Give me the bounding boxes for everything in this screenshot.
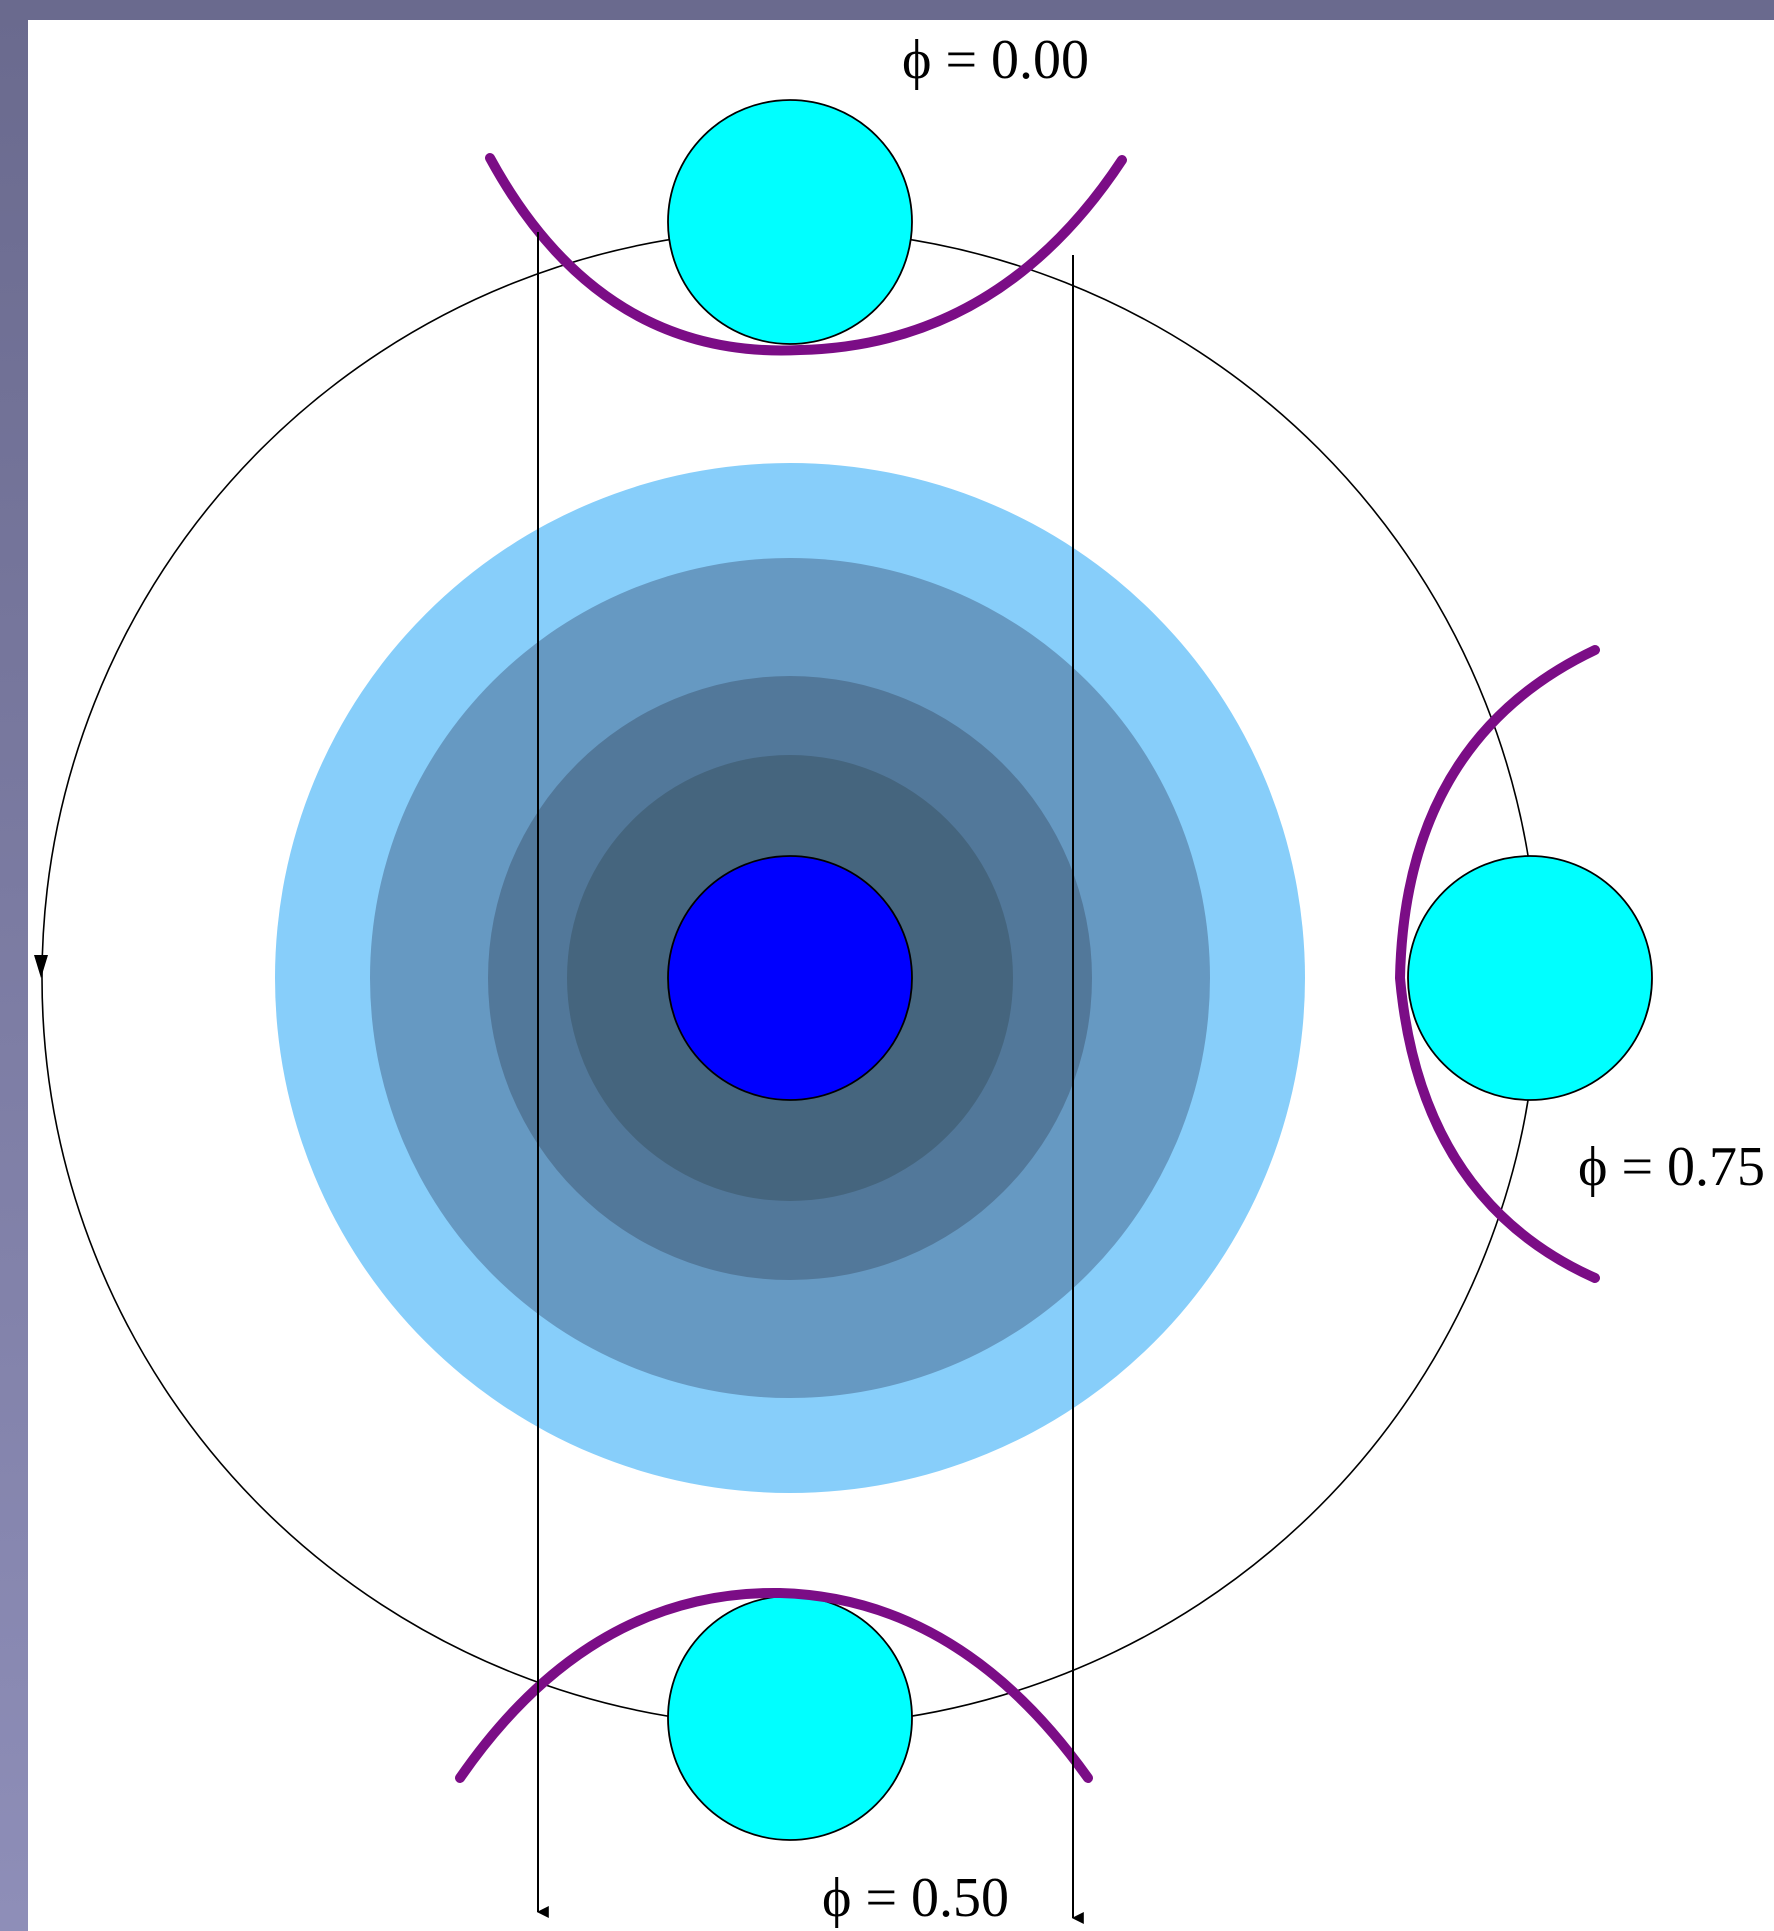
shock-arc-top bbox=[485, 153, 1127, 356]
shock-arc-right bbox=[1394, 645, 1600, 1283]
companion-star-phase-0 bbox=[667, 99, 913, 345]
phase-label-bottom: ϕ = 0.50 bbox=[822, 1867, 1009, 1929]
central-star bbox=[667, 855, 913, 1101]
companion-star-phase-075 bbox=[1407, 855, 1653, 1101]
phase-label-right: ϕ = 0.75 bbox=[1578, 1136, 1765, 1198]
orbit-direction-arrowhead-icon bbox=[34, 955, 48, 978]
shock-arc-bottom bbox=[455, 1587, 1093, 1783]
phase-label-top: ϕ = 0.00 bbox=[902, 29, 1089, 91]
companion-star-phase-050 bbox=[667, 1595, 913, 1841]
